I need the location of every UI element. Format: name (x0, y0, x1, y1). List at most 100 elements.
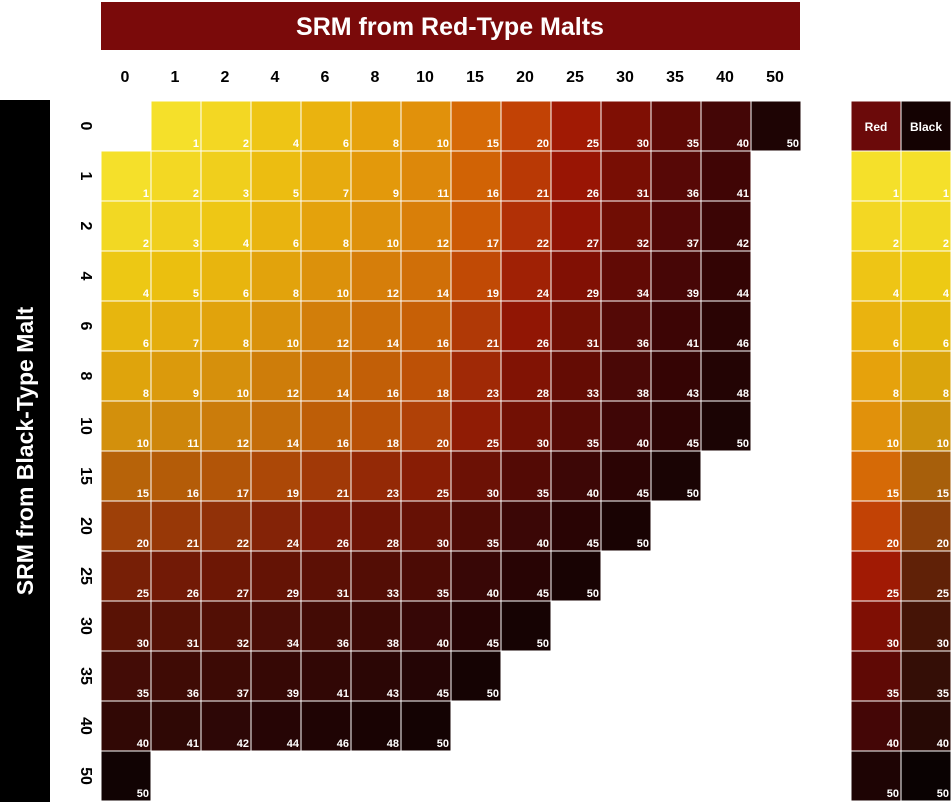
cell-value-label: 16 (187, 488, 199, 500)
chart-title-text: SRM from Red-Type Malts (296, 13, 604, 41)
cell-value-label: 48 (387, 738, 399, 750)
legend-value-label: 40 (887, 738, 899, 750)
cell-value-label: 44 (737, 288, 750, 300)
heatmap-cell (150, 450, 202, 502)
cell-value-label: 12 (437, 238, 449, 250)
legend-value-label: 8 (893, 388, 899, 400)
cell-value-label: 50 (487, 688, 499, 700)
legend-value-label: 40 (937, 738, 949, 750)
cell-value-label: 30 (437, 538, 449, 550)
heatmap-cell (500, 300, 552, 352)
heatmap-cell (350, 400, 402, 452)
cell-value-label: 17 (237, 488, 249, 500)
cell-value-label: 40 (587, 488, 599, 500)
heatmap-cell (600, 250, 652, 302)
cell-value-label: 43 (387, 688, 399, 700)
cell-value-label: 28 (387, 538, 399, 550)
cell-value-label: 25 (437, 488, 449, 500)
cell-value-label: 21 (187, 538, 199, 550)
cell-value-label: 50 (537, 638, 549, 650)
heatmap-cell (300, 700, 352, 752)
heatmap-cell (150, 300, 202, 352)
cell-value-label: 8 (243, 338, 249, 350)
heatmap-cell (400, 350, 452, 402)
heatmap-cell (450, 150, 502, 202)
legend-red-swatch (850, 750, 902, 802)
heatmap-cell (600, 450, 652, 502)
heatmap-cell (150, 600, 202, 652)
y-tick-label: 50 (77, 767, 94, 785)
cell-value-label: 4 (143, 288, 150, 300)
y-axis-tick-labels: 0 1 2 4 6 8 10 15 20 25 30 35 40 50 (77, 122, 94, 785)
cell-value-label: 29 (587, 288, 599, 300)
heatmap-cell (550, 250, 602, 302)
y-tick-label: 8 (77, 372, 94, 381)
color-legend: Red Black 1 1 2 2 4 4 6 6 8 8 10 10 15 15 20 20 25 25 30 30 35… (850, 100, 952, 802)
cell-value-label: 25 (137, 588, 149, 600)
heatmap-cell (550, 200, 602, 252)
heatmap-cell (200, 600, 252, 652)
cell-value-label: 32 (637, 238, 649, 250)
legend-black-swatch (900, 750, 952, 802)
heatmap-cell (350, 350, 402, 402)
heatmap-cell (250, 700, 302, 752)
cell-value-label: 45 (637, 488, 649, 500)
heatmap-cell (300, 550, 352, 602)
cell-value-label: 19 (487, 288, 499, 300)
cell-value-label: 23 (387, 488, 399, 500)
cell-value-label: 2 (143, 238, 149, 250)
heatmap-cell (700, 250, 752, 302)
cell-value-label: 6 (343, 138, 349, 150)
heatmap-cell (600, 100, 652, 152)
heatmap-cell (500, 350, 552, 402)
legend-red-swatch (850, 150, 902, 202)
cell-value-label: 40 (487, 588, 499, 600)
cell-value-label: 11 (187, 438, 199, 450)
heatmap-cell (550, 500, 602, 552)
cell-value-label: 33 (587, 388, 599, 400)
cell-value-label: 46 (337, 738, 349, 750)
cell-value-label: 27 (237, 588, 249, 600)
cell-value-label: 50 (737, 438, 749, 450)
x-tick-label: 30 (616, 69, 634, 86)
cell-value-label: 1 (193, 138, 199, 150)
legend-black-swatch (900, 550, 952, 602)
cell-value-label: 50 (637, 538, 649, 550)
cell-value-label: 35 (587, 438, 599, 450)
heatmap-cell (150, 200, 202, 252)
cell-value-label: 2 (243, 138, 249, 150)
y-tick-label: 30 (77, 617, 94, 635)
cell-value-label: 10 (237, 388, 249, 400)
y-tick-label: 2 (77, 222, 94, 231)
heatmap-cell (550, 550, 602, 602)
cell-value-label: 42 (737, 238, 749, 250)
cell-value-label: 16 (337, 438, 349, 450)
cell-value-label: 40 (137, 738, 149, 750)
cell-value-label: 8 (293, 288, 299, 300)
cell-value-label: 20 (137, 538, 149, 550)
cell-value-label: 31 (337, 588, 349, 600)
heatmap-cell (100, 550, 152, 602)
cell-value-label: 37 (237, 688, 249, 700)
legend-value-label: 6 (893, 338, 899, 350)
legend-black-swatch (900, 300, 952, 352)
cell-value-label: 24 (287, 538, 300, 550)
legend-value-label: 25 (937, 588, 949, 600)
cell-value-label: 7 (193, 338, 199, 350)
y-tick-label: 20 (77, 517, 94, 535)
legend-value-label: 50 (887, 788, 899, 800)
cell-value-label: 50 (137, 788, 149, 800)
cell-value-label: 41 (737, 188, 749, 200)
heatmap-cell (500, 500, 552, 552)
legend-black-swatch (900, 600, 952, 652)
legend-value-label: 4 (943, 288, 950, 300)
legend-black-swatch (900, 150, 952, 202)
heatmap-cell (600, 350, 652, 402)
cell-value-label: 17 (487, 238, 499, 250)
legend-value-label: 6 (943, 338, 949, 350)
heatmap-cell (200, 350, 252, 402)
heatmap-cell (400, 600, 452, 652)
cell-value-label: 40 (537, 538, 549, 550)
cell-value-label: 6 (293, 238, 299, 250)
cell-value-label: 1 (143, 188, 149, 200)
